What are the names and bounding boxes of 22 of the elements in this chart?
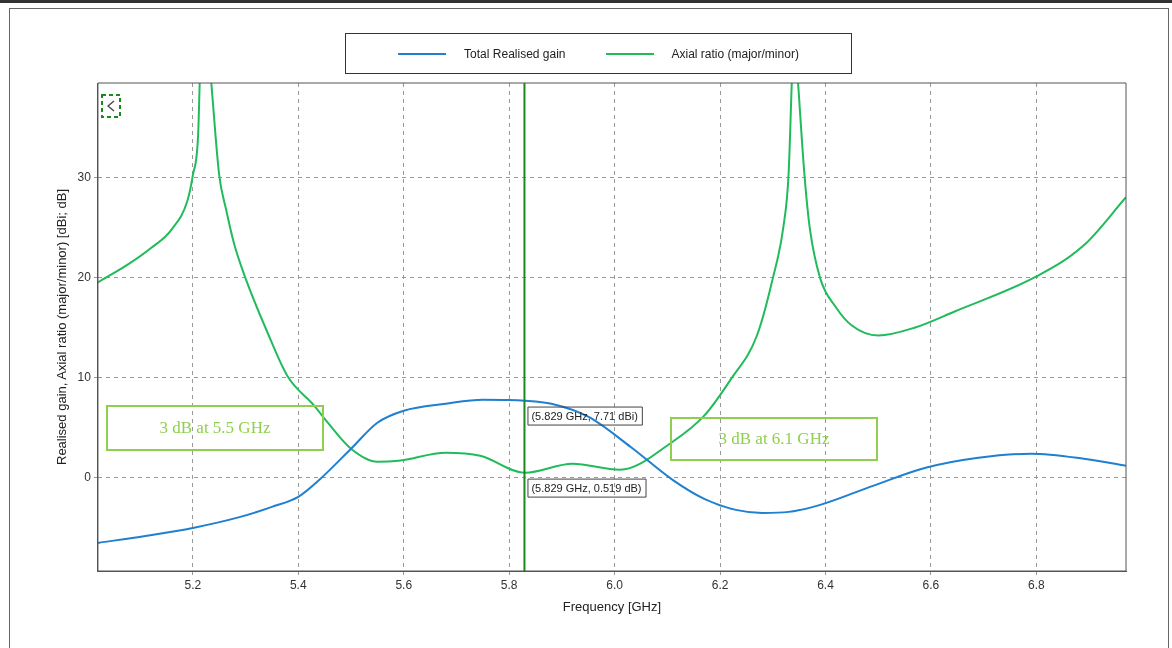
x-tick-label: 6.4 xyxy=(817,577,835,592)
x-axis-title: Frequency [GHz] xyxy=(562,598,662,614)
x-tick-label: 6.2 xyxy=(711,577,729,592)
x-tick-label: 5.6 xyxy=(395,577,413,592)
x-tick-label: 5.8 xyxy=(500,577,518,592)
y-tick-label: 20 xyxy=(77,269,92,284)
x-tick-label: 6.0 xyxy=(606,577,624,592)
annotation: 3 dB at 6.1 GHz xyxy=(670,417,878,461)
x-tick-label: 6.6 xyxy=(922,577,940,592)
annotation: (5.829 GHz, 7.71 dBi) xyxy=(531,409,638,422)
legend-label: Total Realised gain xyxy=(464,46,566,61)
y-tick-label: 0 xyxy=(84,470,92,485)
x-tick-label: 5.4 xyxy=(289,577,307,592)
annotation: (5.829 GHz, 0.519 dB) xyxy=(531,481,642,494)
y-tick-label: 30 xyxy=(77,169,92,184)
x-tick-label: 6.8 xyxy=(1028,577,1046,592)
annotation: 3 dB at 5.5 GHz xyxy=(106,405,324,451)
x-tick-label: 5.2 xyxy=(184,577,202,592)
y-tick-label: 10 xyxy=(77,369,92,384)
legend-label: Axial ratio (major/minor) xyxy=(671,46,799,61)
y-axis-title: Realised gain, Axial ratio (major/minor) [dBi; dB] xyxy=(54,188,70,466)
line-series xyxy=(97,398,1126,544)
